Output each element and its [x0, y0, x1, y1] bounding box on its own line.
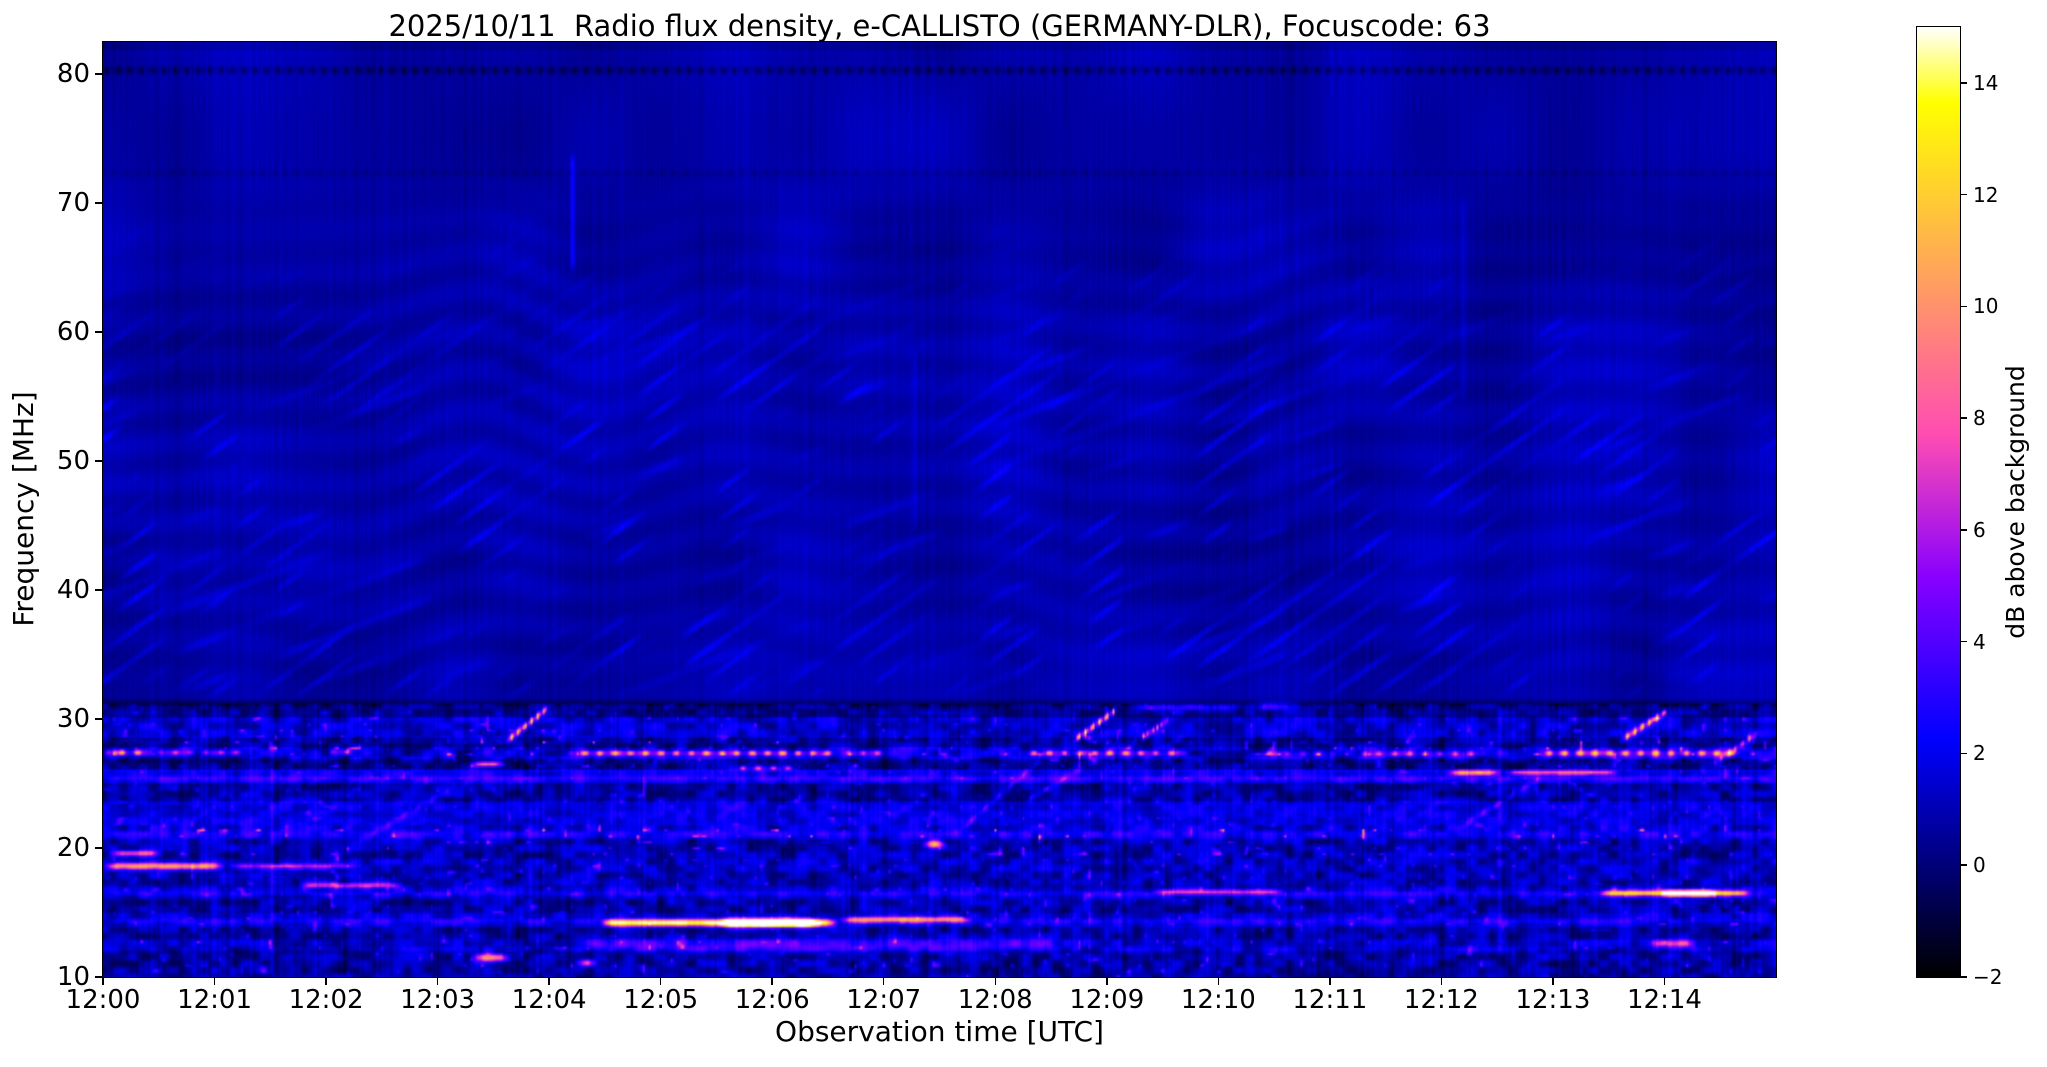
colorbar-tick-mark — [1960, 193, 1967, 196]
x-tick-mark — [548, 977, 550, 985]
colorbar-tick-mark — [1960, 305, 1967, 308]
x-axis-label: Observation time [UTC] — [775, 1015, 1104, 1048]
x-tick-mark — [994, 977, 997, 985]
colorbar-tick-label: 14 — [1973, 70, 1999, 95]
x-tick-mark — [1329, 977, 1331, 985]
x-tick-mark — [102, 977, 104, 985]
x-tick-label: 12:00 — [65, 985, 141, 1015]
y-tick-mark — [95, 331, 103, 333]
colorbar-tick-label: 10 — [1973, 294, 1999, 319]
x-tick-mark — [882, 977, 885, 985]
colorbar-gradient — [1917, 27, 1960, 977]
x-tick-mark — [213, 977, 216, 985]
colorbar-tick-mark — [1960, 864, 1967, 866]
y-tick-label: 30 — [56, 704, 90, 735]
x-tick-mark — [771, 977, 773, 985]
x-tick-label: 12:12 — [1403, 985, 1479, 1015]
colorbar-tick-mark — [1960, 82, 1967, 84]
colorbar-tick-label: 2 — [1973, 741, 1986, 766]
colorbar-tick-label: 6 — [1973, 517, 1986, 542]
colorbar-tick-label: 8 — [1973, 406, 1986, 431]
x-tick-label: 12:10 — [1180, 985, 1256, 1015]
colorbar-tick-mark — [1960, 640, 1967, 643]
plot-title: 2025/10/11 Radio flux density, e-CALLIST… — [388, 9, 1491, 43]
x-tick-label: 12:08 — [957, 985, 1033, 1015]
y-tick-mark — [95, 73, 103, 75]
y-tick-label: 40 — [56, 575, 90, 606]
y-tick-mark — [95, 847, 103, 849]
x-tick-mark — [1217, 977, 1220, 985]
x-tick-label: 12:11 — [1292, 985, 1368, 1015]
y-tick-label: 80 — [56, 59, 90, 90]
y-tick-mark — [95, 589, 103, 591]
x-tick-label: 12:13 — [1515, 985, 1591, 1015]
colorbar-tick-mark — [1960, 417, 1967, 419]
y-tick-mark — [95, 202, 103, 204]
y-tick-mark — [95, 718, 103, 720]
colorbar-tick-label: 4 — [1973, 629, 1986, 654]
colorbar-tick-label: −2 — [1973, 965, 2003, 989]
y-tick-label: 70 — [56, 188, 90, 219]
y-tick-label: 10 — [56, 962, 90, 992]
x-tick-mark — [325, 977, 327, 985]
spectrogram-heatmap — [103, 42, 1776, 977]
y-tick-label: 50 — [56, 446, 90, 477]
y-tick-mark — [95, 460, 103, 462]
x-tick-mark — [659, 977, 662, 985]
x-tick-label: 12:07 — [846, 985, 922, 1015]
x-tick-label: 12:03 — [400, 985, 476, 1015]
x-tick-label: 12:04 — [511, 985, 587, 1015]
x-tick-label: 12:06 — [734, 985, 810, 1015]
y-tick-label: 60 — [56, 317, 90, 348]
x-tick-label: 12:01 — [177, 985, 252, 1015]
y-tick-mark — [95, 976, 103, 978]
x-tick-mark — [1440, 977, 1443, 985]
colorbar-tick-mark — [1960, 529, 1967, 531]
colorbar-label: dB above background — [2001, 365, 2030, 639]
x-tick-label: 12:05 — [623, 985, 699, 1015]
colorbar-tick-mark — [1960, 752, 1967, 755]
x-tick-mark — [1552, 977, 1554, 985]
x-tick-label: 12:14 — [1626, 985, 1702, 1015]
x-tick-mark — [1663, 977, 1666, 985]
x-tick-label: 12:09 — [1069, 985, 1145, 1015]
colorbar-tick-label: 12 — [1973, 182, 1999, 207]
x-tick-label: 12:02 — [288, 985, 364, 1015]
colorbar-tick-label: 0 — [1973, 853, 1986, 878]
y-tick-label: 20 — [56, 833, 90, 864]
x-tick-mark — [1106, 977, 1108, 985]
x-tick-mark — [436, 977, 439, 985]
colorbar-tick-mark — [1960, 976, 1967, 978]
